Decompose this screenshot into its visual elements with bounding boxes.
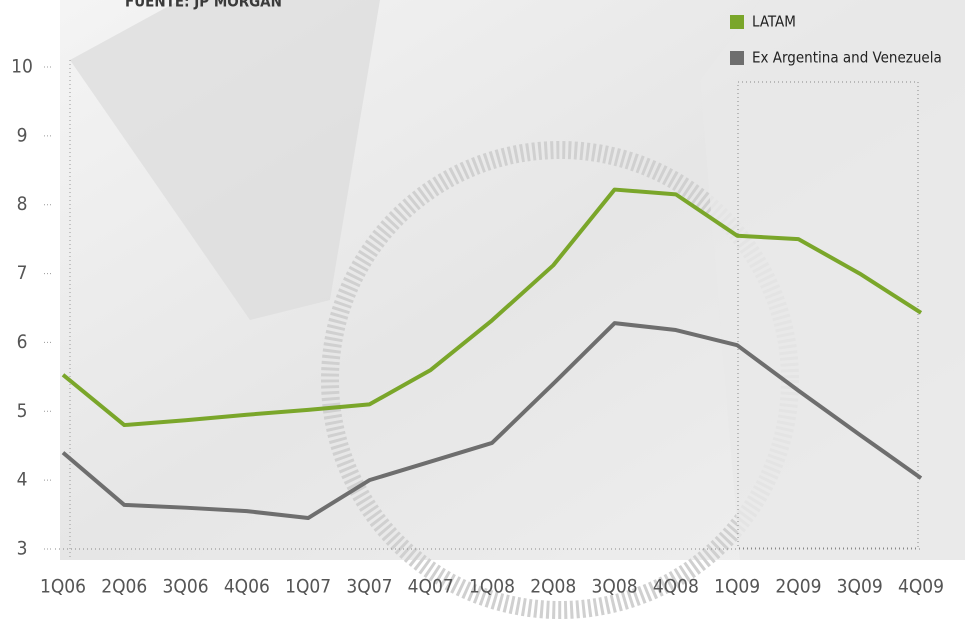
y-tick-label: 9 <box>17 124 28 146</box>
x-tick-label: 1Q06 <box>40 576 86 598</box>
highlight-box <box>737 81 919 549</box>
x-tick-label: 2Q09 <box>775 576 821 598</box>
line <box>61 321 923 521</box>
y-tick-label: 6 <box>17 331 28 353</box>
x-tick-label: 3Q06 <box>163 576 209 598</box>
x-tick-label: 4Q09 <box>898 576 944 598</box>
x-tick-label: 3Q08 <box>592 576 638 598</box>
source: FUENTE: JP MORGAN <box>125 0 282 11</box>
x-tick-label: 2Q06 <box>101 576 147 598</box>
y-tick-label: 5 <box>17 400 28 422</box>
banknote-shape <box>70 0 380 320</box>
y-tick-label: 7 <box>17 262 28 284</box>
legend-swatch <box>730 15 744 29</box>
x-tick-label: 4Q07 <box>408 576 454 598</box>
x-tick-label: 1Q09 <box>714 576 760 598</box>
legend-label: Ex Argentina and Venezuela <box>752 49 942 67</box>
x-tick-label: 3Q09 <box>837 576 883 598</box>
y-tick-label: 4 <box>17 469 28 491</box>
x-tick-label: 1Q08 <box>469 576 515 598</box>
y-tick-label: 8 <box>17 193 28 215</box>
line <box>61 187 923 428</box>
y-tick-label: 3 <box>17 538 28 560</box>
x-tick-label: 4Q06 <box>224 576 270 598</box>
legend-label: LATAM <box>752 13 796 31</box>
x-tick-label: 3Q07 <box>346 576 392 598</box>
legend-swatch <box>730 51 744 65</box>
x-tick-label: 4Q08 <box>653 576 699 598</box>
x-tick-label: 1Q07 <box>285 576 331 598</box>
x-tick-label: 2Q08 <box>530 576 576 598</box>
banknote-shape <box>700 0 965 560</box>
y-tick-label: 10 <box>11 56 33 78</box>
